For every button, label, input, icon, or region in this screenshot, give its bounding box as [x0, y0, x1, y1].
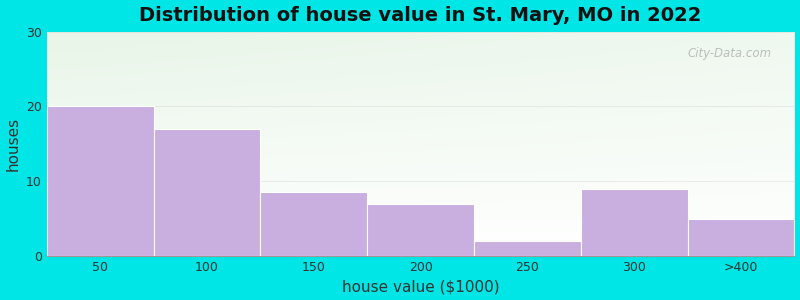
Bar	[47, 106, 154, 256]
Y-axis label: houses: houses	[6, 117, 21, 171]
Bar	[688, 219, 794, 256]
Title: Distribution of house value in St. Mary, MO in 2022: Distribution of house value in St. Mary,…	[139, 6, 702, 25]
Bar	[154, 129, 261, 256]
X-axis label: house value ($1000): house value ($1000)	[342, 279, 499, 294]
Bar	[261, 193, 367, 256]
Bar	[367, 204, 474, 256]
Text: City-Data.com: City-Data.com	[688, 47, 772, 60]
Bar	[581, 189, 688, 256]
Bar	[474, 241, 581, 256]
